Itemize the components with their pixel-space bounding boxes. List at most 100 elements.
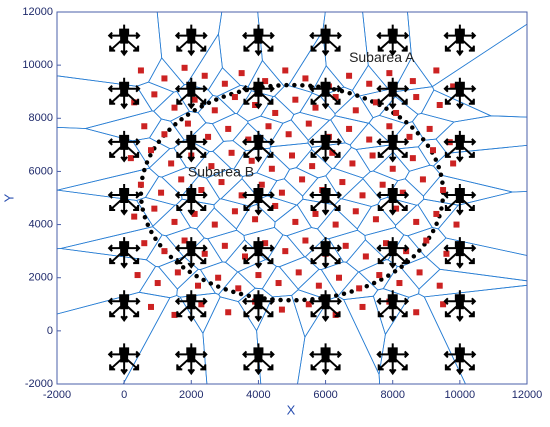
y-tick-label: 10000 (22, 59, 53, 71)
sensor-node (201, 250, 208, 257)
sensor-node (161, 248, 168, 255)
y-tick-label: 4000 (29, 218, 53, 230)
sensor-node (231, 94, 238, 101)
drone-shape (376, 290, 410, 322)
drone (174, 130, 208, 163)
drone-shape (376, 130, 410, 163)
sensor-node (450, 160, 457, 167)
drone-shape (174, 130, 208, 163)
drone (443, 77, 477, 110)
drone (443, 24, 477, 57)
sensor-node (225, 309, 232, 316)
sensor-node (141, 123, 148, 130)
sensor-node (309, 163, 316, 170)
sensor-node (252, 216, 259, 223)
sensor-node (238, 70, 245, 77)
sensor-node (299, 176, 306, 183)
drone (309, 24, 342, 57)
drone (174, 343, 208, 376)
sensor-node (208, 163, 215, 170)
sensor-node (396, 280, 403, 287)
sensor-node (342, 242, 349, 249)
drone (376, 237, 410, 269)
sensor-node (278, 189, 285, 196)
sensor-node (252, 102, 259, 108)
drone (376, 290, 410, 322)
sensor-node (278, 306, 285, 313)
drone-shape (309, 290, 342, 322)
drone (376, 77, 410, 110)
sensor-node (329, 149, 336, 156)
drone-shape (174, 290, 208, 322)
sensor-node (228, 149, 235, 156)
sensor-node (285, 131, 292, 138)
sensor-node (359, 192, 366, 199)
plot-frame (56, 11, 528, 385)
sensor-node (302, 75, 309, 82)
annotation: Subarea A (349, 49, 415, 65)
sensor-node (242, 253, 248, 260)
sensor-node (272, 202, 279, 209)
sensor-node (436, 102, 443, 108)
drone (376, 184, 410, 216)
drone-shape (309, 237, 342, 269)
drone (443, 290, 477, 322)
sensor-node (436, 282, 443, 289)
drone (174, 77, 208, 110)
sensor-node (221, 80, 228, 87)
sensor-node (386, 70, 393, 77)
drone (107, 290, 141, 322)
drone-shape (242, 290, 275, 322)
drone (107, 237, 141, 269)
sensor-node (406, 133, 413, 140)
x-axis-label: X (287, 402, 296, 417)
sensor-node (386, 123, 393, 130)
sensor-node (282, 67, 289, 74)
sensor-node (168, 160, 175, 167)
sensor-node (282, 248, 289, 255)
sensor-node (339, 179, 346, 186)
sensor-node (430, 147, 436, 154)
sensor-node (137, 181, 144, 188)
sensor-node (413, 94, 420, 101)
sensor-node (268, 165, 275, 172)
sensor-node (137, 67, 144, 74)
drone-shape (443, 343, 477, 376)
sensor-node (413, 309, 420, 316)
drone (107, 343, 141, 376)
drone (242, 290, 275, 322)
sensor-node (440, 301, 447, 308)
drone-shape (443, 77, 477, 110)
sensor-node (148, 147, 154, 154)
sensor-node (198, 187, 205, 194)
voronoi-cell (423, 284, 527, 384)
drone-shape (443, 237, 477, 269)
sensor-node (419, 176, 426, 183)
sensor-node (245, 136, 252, 143)
sensor-node (379, 181, 386, 188)
x-tick-label: 0 (121, 389, 127, 401)
sensor-node (151, 205, 158, 212)
drone (174, 237, 208, 269)
y-tick-label: -2000 (25, 378, 53, 390)
drone (376, 130, 410, 163)
drone-shape (376, 237, 410, 269)
sensor-node (433, 210, 440, 217)
drone-shape (309, 130, 342, 163)
y-axis-label: Y (1, 193, 16, 202)
x-tick-label: 4000 (246, 389, 270, 401)
drone-shape (443, 130, 477, 163)
drone-shape (242, 24, 275, 57)
sensor-node (336, 274, 342, 281)
sensor-node (403, 248, 410, 255)
drone (107, 24, 141, 57)
sensor-node (262, 78, 269, 85)
sensor-node (205, 133, 212, 140)
sensor-node (389, 165, 396, 172)
sensor-node (238, 192, 245, 199)
sensor-node (141, 240, 148, 247)
sensor-node (131, 99, 138, 106)
drone (242, 343, 275, 376)
drone (242, 184, 275, 216)
